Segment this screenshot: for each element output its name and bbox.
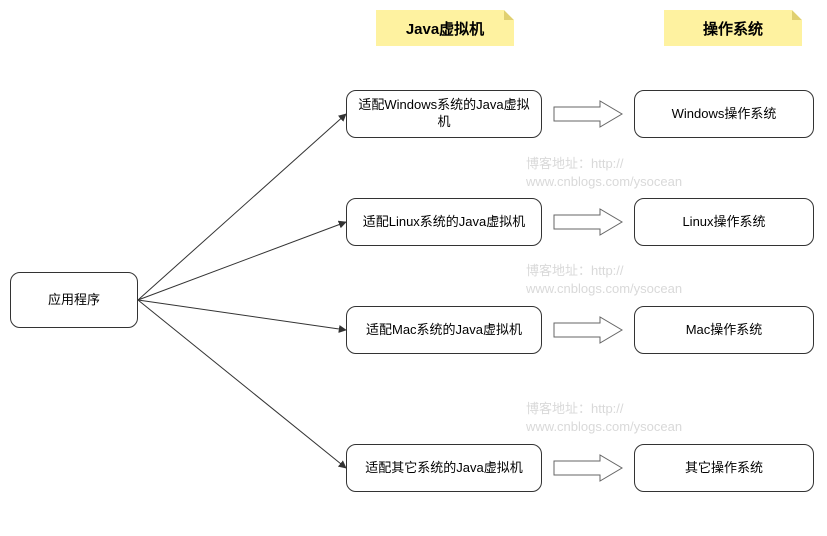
node-os-oth: 其它操作系统 [634,444,814,492]
watermark-1: 博客地址：http://www.cnblogs.com/ysocean [526,262,682,298]
edge-app-jvm-oth [138,300,346,468]
watermark-2: 博客地址：http://www.cnblogs.com/ysocean [526,400,682,436]
edge-app-jvm-lin [138,222,346,300]
edge-app-jvm-mac [138,300,346,330]
watermark-0: 博客地址：http://www.cnblogs.com/ysocean [526,155,682,191]
node-jvm-win: 适配Windows系统的Java虚拟机 [346,90,542,138]
node-app: 应用程序 [10,272,138,328]
node-jvm-lin: 适配Linux系统的Java虚拟机 [346,198,542,246]
node-os-lin: Linux操作系统 [634,198,814,246]
sticky-jvm: Java虚拟机 [376,10,514,46]
node-os-win: Windows操作系统 [634,90,814,138]
node-jvm-oth-label: 适配其它系统的Java虚拟机 [365,460,522,477]
sticky-os: 操作系统 [664,10,802,46]
block-arrow-jvm-lin-os-lin [554,209,622,235]
node-os-lin-label: Linux操作系统 [682,214,765,231]
block-arrow-jvm-mac-os-mac [554,317,622,343]
node-os-mac: Mac操作系统 [634,306,814,354]
sticky-jvm-label: Java虚拟机 [406,18,484,39]
node-os-win-label: Windows操作系统 [672,106,777,123]
node-jvm-mac-label: 适配Mac系统的Java虚拟机 [366,322,522,339]
node-jvm-mac: 适配Mac系统的Java虚拟机 [346,306,542,354]
sticky-os-label: 操作系统 [703,18,763,39]
node-app-label: 应用程序 [48,292,100,309]
node-os-mac-label: Mac操作系统 [686,322,763,339]
node-jvm-lin-label: 适配Linux系统的Java虚拟机 [363,214,526,231]
node-jvm-win-label: 适配Windows系统的Java虚拟机 [355,97,533,131]
node-os-oth-label: 其它操作系统 [685,460,763,477]
block-arrow-jvm-oth-os-oth [554,455,622,481]
edge-app-jvm-win [138,114,346,300]
node-jvm-oth: 适配其它系统的Java虚拟机 [346,444,542,492]
block-arrow-jvm-win-os-win [554,101,622,127]
